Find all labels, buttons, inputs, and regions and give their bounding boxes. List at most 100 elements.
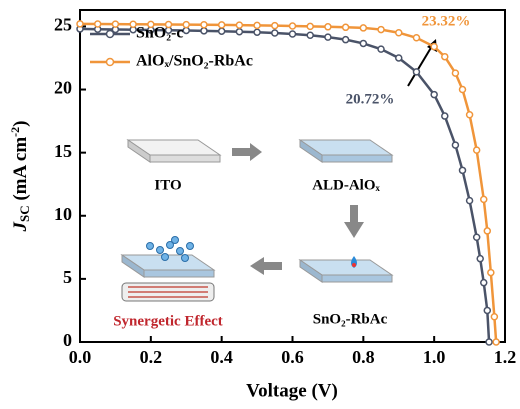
point [483,306,492,315]
slab [127,139,151,163]
x-tick-label: 0.0 [69,347,92,367]
point [472,233,481,241]
y-tick-label: 10 [54,204,72,224]
legend-marker [105,29,115,39]
inset: ITO ALD-AlOₓ SnO₂-RbAc Synergetic Effect [113,139,394,329]
x-tick-label: 0.8 [352,347,375,367]
point [451,141,460,149]
point [129,20,137,29]
y-label-part: (mA cm [10,137,31,206]
point [441,112,449,120]
y-axis-label: JSC (mA cm-2) [8,120,32,232]
inset-label: Synergetic Effect [113,313,223,329]
arrow [250,257,282,275]
point [324,23,332,31]
legend-label: AlOₓ/SnO₂-RbAc [136,53,253,70]
point [271,29,279,37]
point [306,22,314,31]
point [164,20,173,29]
y-tick-label: 15 [54,141,72,161]
point [441,52,449,61]
point [306,31,314,39]
slab [143,269,215,278]
point [395,28,403,37]
point [487,268,495,277]
point [492,338,500,346]
point [485,338,493,346]
point [271,21,279,30]
point [147,20,155,29]
droplet-core [352,263,356,267]
slab [321,274,393,283]
arrow [407,45,433,87]
point [430,90,438,99]
point [341,35,350,44]
point [412,34,421,42]
point [458,85,467,94]
point [472,146,481,154]
point [76,20,84,28]
arrow [344,205,364,238]
inset-label: SnO₂-RbAc [313,311,388,327]
point [111,20,120,28]
annotation: 20.72% [346,91,395,107]
y-tick-label: 25 [54,15,72,35]
point [359,24,368,32]
slab [299,139,323,163]
point [483,227,492,235]
y-tick-label: 5 [63,267,72,287]
legend-label: SnO₂-c [136,25,183,42]
arrow [232,143,262,161]
point [451,69,460,77]
x-tick-label: 1.2 [494,347,517,367]
point [288,30,297,38]
point [480,195,488,204]
point [377,45,385,53]
point [217,27,226,35]
annotation: 23.32% [422,13,471,29]
x-tick-label: 0.4 [210,347,233,367]
x-tick-label: 0.2 [140,347,163,367]
y-tick-label: 20 [54,78,72,98]
point [253,21,261,30]
point [217,21,226,29]
inset-label: ALD-AlOₓ [312,177,380,193]
point [182,20,190,29]
point [458,166,467,175]
y-label-part: -2 [8,127,22,137]
slab [321,154,393,163]
point [412,68,421,76]
y-label-part: ) [10,120,31,126]
particles [146,236,194,262]
x-tick-label: 1.0 [423,347,446,367]
point [476,254,484,263]
legend-marker [105,57,115,67]
point [395,54,403,62]
x-axis-label: Voltage (V) [246,380,338,401]
point [324,33,332,41]
point [480,278,488,287]
point [93,20,102,28]
point [465,196,474,205]
y-label-part: J [10,222,31,233]
point [465,111,474,119]
point [430,42,438,51]
point [359,39,368,48]
x-tick-label: 0.6 [281,347,304,367]
point [235,27,244,36]
y-tick-label: 0 [63,330,72,350]
slab [299,259,323,283]
inset-label: ITO [154,177,181,193]
point [253,28,261,36]
slab [121,254,145,278]
slab [149,154,221,163]
effect-lines [128,286,208,298]
point [377,25,385,34]
point [341,23,350,32]
point [200,21,208,29]
point [490,313,499,321]
point [288,22,297,30]
point [235,21,244,29]
y-label-part: SC [17,205,32,222]
